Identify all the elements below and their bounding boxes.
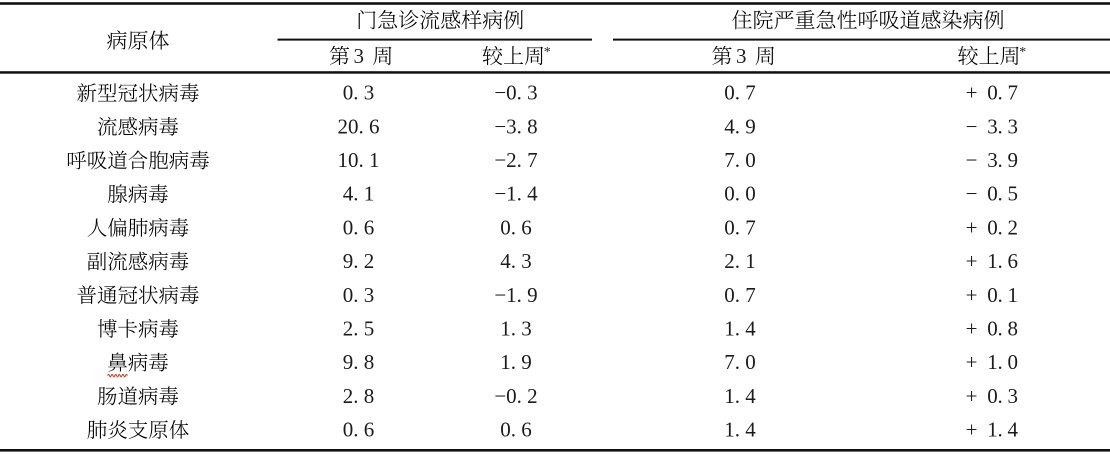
- svg-text:0. 6: 0. 6: [343, 215, 375, 239]
- svg-text:20. 6: 20. 6: [338, 114, 380, 138]
- svg-text:4. 1: 4. 1: [343, 182, 375, 206]
- svg-text:1. 9: 1. 9: [500, 350, 532, 374]
- svg-text:9. 8: 9. 8: [343, 350, 375, 374]
- svg-text:9. 2: 9. 2: [343, 249, 375, 273]
- svg-text:−0. 2: −0. 2: [494, 384, 537, 408]
- svg-text:+ 1. 0: + 1. 0: [966, 350, 1018, 374]
- svg-text:0. 7: 0. 7: [724, 215, 756, 239]
- svg-text:−0. 3: −0. 3: [494, 81, 537, 105]
- svg-text:2. 1: 2. 1: [724, 249, 756, 273]
- svg-text:1. 3: 1. 3: [500, 316, 532, 340]
- svg-text:0. 3: 0. 3: [343, 283, 375, 307]
- svg-text:*: *: [544, 45, 551, 60]
- svg-text:−2. 7: −2. 7: [494, 148, 537, 172]
- svg-text:0. 6: 0. 6: [500, 418, 532, 442]
- svg-text:7. 0: 7. 0: [724, 148, 756, 172]
- svg-text:+ 0. 2: + 0. 2: [966, 215, 1018, 239]
- svg-text:− 0. 5: − 0. 5: [966, 182, 1018, 206]
- svg-text:− 3. 9: − 3. 9: [966, 148, 1018, 172]
- svg-text:+ 0. 1: + 0. 1: [966, 283, 1018, 307]
- svg-text:0. 7: 0. 7: [724, 81, 756, 105]
- svg-text:+ 0. 7: + 0. 7: [966, 81, 1018, 105]
- svg-text:+ 1. 4: + 1. 4: [966, 418, 1019, 442]
- svg-text:4. 9: 4. 9: [724, 114, 756, 138]
- svg-text:+ 0. 3: + 0. 3: [966, 384, 1018, 408]
- svg-text:7. 0: 7. 0: [724, 350, 756, 374]
- svg-text:1. 4: 1. 4: [724, 316, 756, 340]
- svg-text:3: 3: [736, 44, 747, 68]
- svg-text:− 3. 3: − 3. 3: [966, 114, 1018, 138]
- svg-text:+ 1. 6: + 1. 6: [966, 249, 1018, 273]
- svg-text:−1. 9: −1. 9: [494, 283, 537, 307]
- svg-text:0. 6: 0. 6: [500, 215, 532, 239]
- svg-text:−3. 8: −3. 8: [494, 114, 537, 138]
- svg-text:0. 0: 0. 0: [724, 182, 756, 206]
- svg-text:0. 3: 0. 3: [343, 81, 375, 105]
- svg-text:1. 4: 1. 4: [724, 384, 756, 408]
- svg-text:+ 0. 8: + 0. 8: [966, 316, 1018, 340]
- svg-text:2. 5: 2. 5: [343, 316, 375, 340]
- svg-text:−1. 4: −1. 4: [494, 182, 538, 206]
- svg-text:3: 3: [353, 44, 364, 68]
- svg-text:0. 6: 0. 6: [343, 418, 375, 442]
- svg-text:4. 3: 4. 3: [500, 249, 532, 273]
- svg-text:*: *: [1019, 45, 1026, 60]
- svg-text:10. 1: 10. 1: [338, 148, 380, 172]
- svg-text:0. 7: 0. 7: [724, 283, 756, 307]
- svg-text:1. 4: 1. 4: [724, 418, 756, 442]
- svg-text:2. 8: 2. 8: [343, 384, 375, 408]
